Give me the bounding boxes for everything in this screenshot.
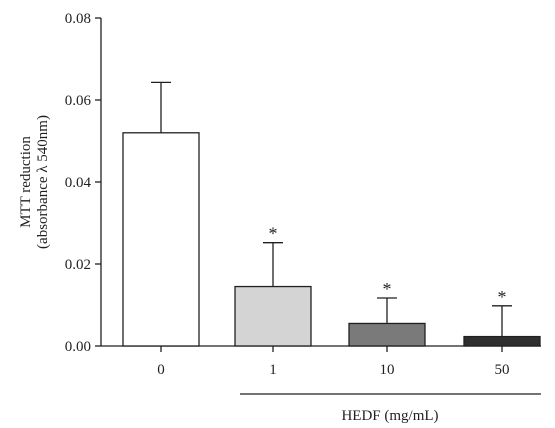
bars [122, 132, 541, 347]
error-bars [151, 81, 512, 337]
significance-markers: * * * [269, 224, 507, 307]
bar-50 [463, 335, 541, 347]
y-tick-label: 0.04 [65, 175, 92, 191]
y-axis-label: MTT reduction(absorbance λ 540nm) [18, 115, 51, 249]
bar-10 [348, 322, 426, 347]
significance-star: * [383, 279, 392, 299]
y-axis-label-line2: (absorbance λ 540nm) [35, 115, 51, 249]
x-tick-label-50: 50 [495, 362, 510, 378]
significance-star: * [498, 287, 507, 307]
y-axis-label-line1: MTT reduction [18, 136, 34, 228]
bar-0 [122, 132, 200, 347]
y-tick-label: 0.00 [65, 339, 91, 355]
x-tick-label-1: 1 [269, 362, 277, 378]
y-tick-label: 0.06 [65, 93, 92, 109]
y-tick-label: 0.08 [65, 11, 91, 27]
x-tick-label-10: 10 [380, 362, 395, 378]
significance-star: * [269, 224, 278, 244]
axis-labels: HEDF (mg/mL) MTT reduction(absorbance λ 5… [18, 115, 541, 424]
bar-1 [234, 285, 312, 347]
y-tick-label: 0.02 [65, 257, 91, 273]
x-axis-label: HEDF (mg/mL) [341, 408, 438, 424]
x-tick-label-0: 0 [157, 362, 165, 378]
